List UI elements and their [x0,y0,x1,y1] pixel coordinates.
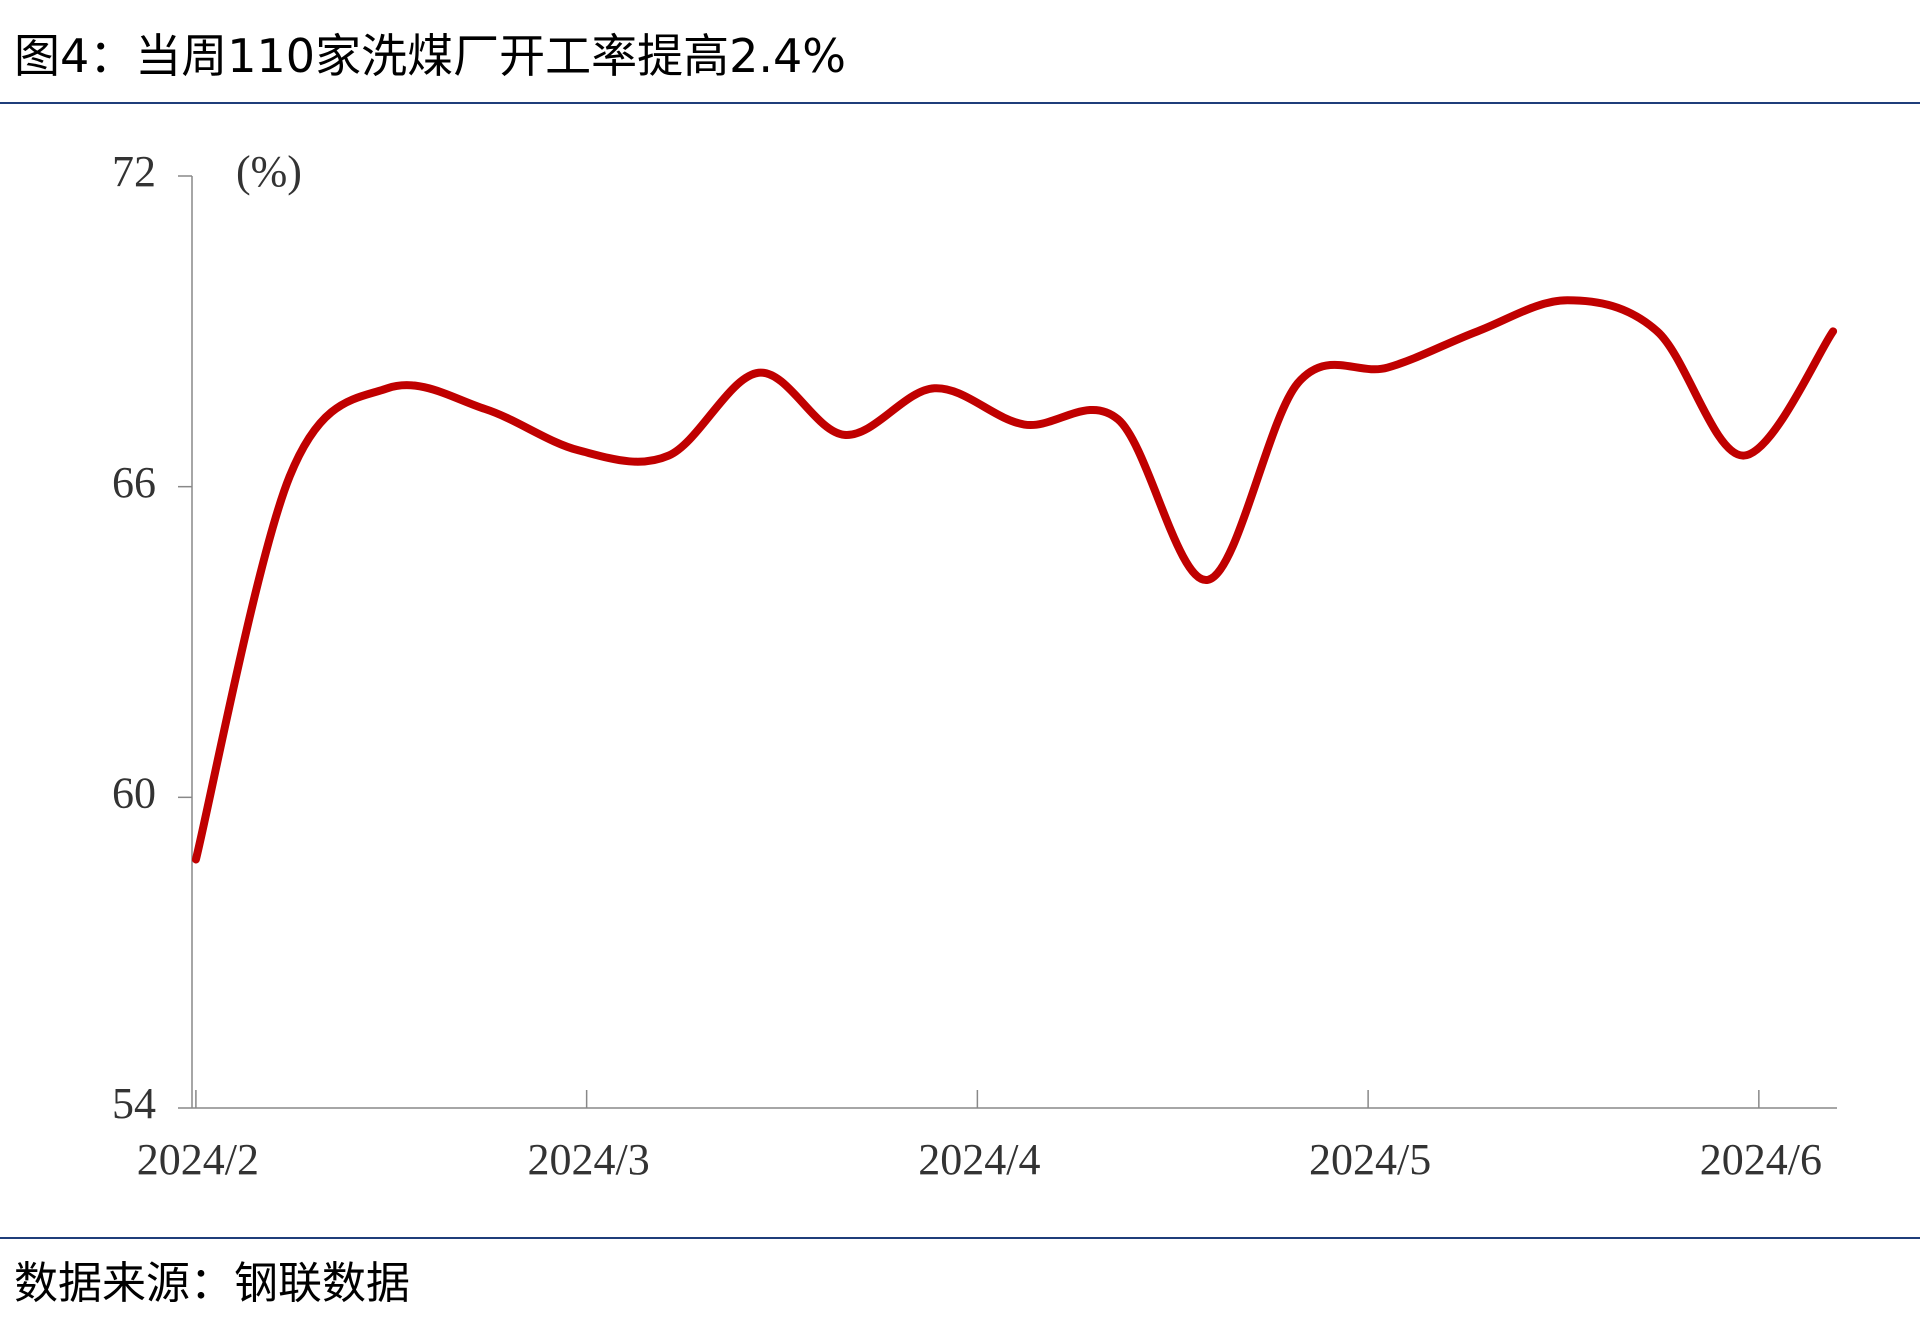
x-tick-label: 2024/4 [918,1135,1040,1184]
y-tick-label: 66 [112,458,156,507]
y-axis-unit: (%) [236,147,302,196]
data-line [191,296,1838,864]
x-tick-label: 2024/5 [1309,1135,1431,1184]
x-tick-label: 2024/6 [1700,1135,1822,1184]
y-tick-label: 54 [112,1079,156,1128]
source-note: 数据来源：钢联数据 [14,1258,410,1309]
x-tick-label: 2024/2 [137,1135,259,1184]
chart-title: 图4：当周110家洗煤厂开工率提高2.4% [14,29,846,83]
y-tick-label: 60 [112,768,156,817]
y-tick-label: 72 [112,147,156,196]
x-tick-label: 2024/3 [528,1135,650,1184]
